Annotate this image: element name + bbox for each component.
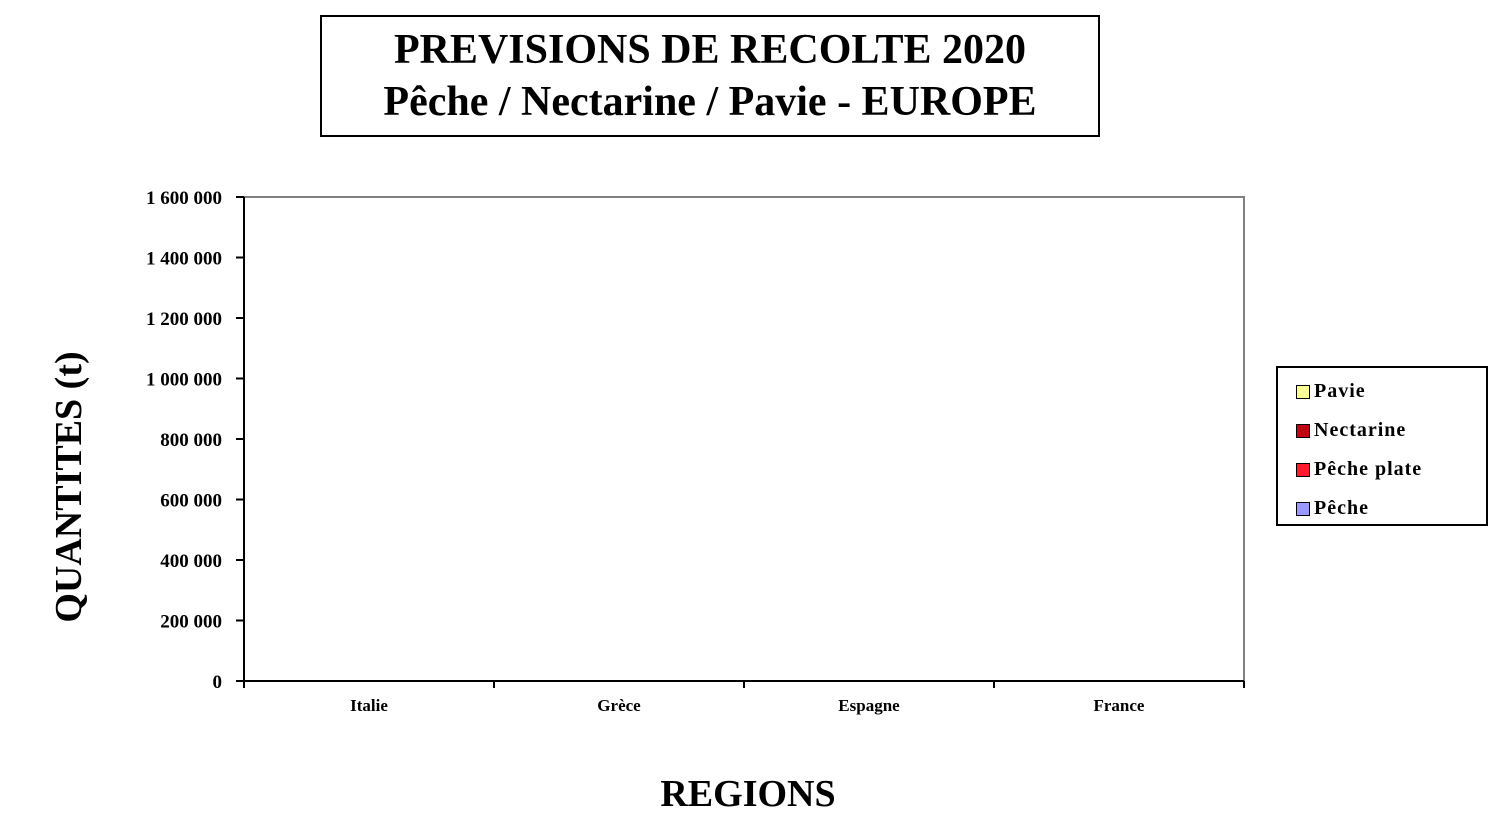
legend-swatch bbox=[1296, 501, 1310, 516]
y-tick-label: 400 000 bbox=[160, 551, 222, 572]
legend-swatch bbox=[1296, 462, 1310, 477]
y-axis-title: QUANTITES (t) bbox=[48, 351, 90, 622]
chart-subtitle: Pêche / Nectarine / Pavie - EUROPE bbox=[383, 79, 1037, 125]
legend-swatch bbox=[1296, 384, 1310, 399]
y-tick-label: 1 200 000 bbox=[146, 309, 222, 330]
legend: Pavie Nectarine Pêche plate Pêche bbox=[1276, 366, 1488, 526]
x-tick-label: France bbox=[1094, 696, 1145, 715]
legend-label: Pêche plate bbox=[1314, 458, 1423, 480]
chart-title: PREVISIONS DE RECOLTE 2020 bbox=[393, 27, 1027, 73]
y-tick-label: 1 600 000 bbox=[146, 188, 222, 209]
x-tick-label: Espagne bbox=[838, 696, 900, 715]
x-tick-label: Grèce bbox=[597, 696, 641, 715]
labels-group: Italie Grèce Espagne France 0 200 000 400 000 6… bbox=[48, 188, 1145, 815]
y-tick-label: 800 000 bbox=[160, 430, 222, 451]
legend-label: Pavie bbox=[1314, 380, 1366, 402]
legend-label: Nectarine bbox=[1314, 419, 1407, 441]
axes-group bbox=[236, 196, 1245, 688]
y-tick-label: 1 000 000 bbox=[146, 370, 222, 391]
x-tick-label: Italie bbox=[350, 696, 388, 715]
x-axis-title: REGIONS bbox=[660, 773, 835, 815]
legend-item: Pêche plate bbox=[1296, 450, 1486, 489]
legend-item: Pêche bbox=[1296, 489, 1486, 528]
y-tick-label: 600 000 bbox=[160, 491, 222, 512]
legend-swatch bbox=[1296, 423, 1310, 438]
chart-title-box: PREVISIONS DE RECOLTE 2020 Pêche / Necta… bbox=[320, 15, 1100, 137]
y-tick-label: 200 000 bbox=[160, 612, 222, 633]
plot-area bbox=[243, 196, 1245, 682]
y-tick-label: 1 400 000 bbox=[146, 249, 222, 270]
y-tick-label: 0 bbox=[213, 672, 223, 693]
legend-item: Nectarine bbox=[1296, 411, 1486, 450]
legend-item: Pavie bbox=[1296, 372, 1486, 411]
legend-label: Pêche bbox=[1314, 497, 1369, 519]
